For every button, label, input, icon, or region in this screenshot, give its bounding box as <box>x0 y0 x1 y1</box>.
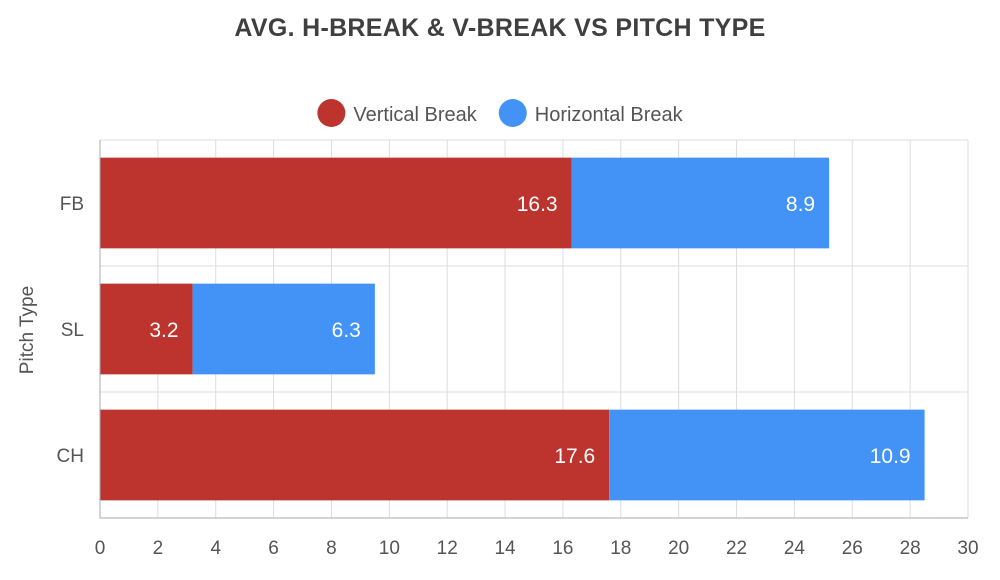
x-tick-label: 8 <box>326 538 337 559</box>
bar-segment-horizontal-break[interactable] <box>192 283 375 375</box>
y-axis-title: Pitch Type <box>17 286 38 374</box>
x-tick-label: 30 <box>957 538 978 559</box>
data-label: 6.3 <box>332 319 361 342</box>
x-tick-label: 6 <box>268 538 279 559</box>
x-tick-label: 26 <box>842 538 863 559</box>
x-tick-label: 16 <box>552 538 573 559</box>
bar-segment-horizontal-break[interactable] <box>571 157 830 249</box>
x-tick-label: 18 <box>610 538 631 559</box>
bars: 16.3 8.9 3.2 6.3 17.6 10.9 <box>100 157 925 501</box>
y-tick-label: SL <box>61 320 84 341</box>
bar-segment-vertical-break[interactable] <box>100 283 193 375</box>
x-tick-label: 0 <box>95 538 106 559</box>
x-tick-label: 22 <box>726 538 747 559</box>
legend-label: Vertical Break <box>353 104 477 126</box>
data-label: 3.2 <box>149 319 178 342</box>
y-tick-label: FB <box>60 194 84 215</box>
x-tick-label: 4 <box>210 538 221 559</box>
x-tick-label: 10 <box>379 538 400 559</box>
x-tick-label: 12 <box>437 538 458 559</box>
x-tick-label: 24 <box>784 538 806 559</box>
bar-segment-vertical-break[interactable] <box>100 409 610 501</box>
legend-marker-vertical-break[interactable] <box>317 99 346 127</box>
data-label: 8.9 <box>786 193 815 216</box>
legend-marker-horizontal-break[interactable] <box>498 99 527 127</box>
y-tick-label: CH <box>57 446 84 467</box>
data-label: 17.6 <box>554 445 595 468</box>
bar-segment-vertical-break[interactable] <box>100 157 572 249</box>
x-tick-label: 20 <box>668 538 689 559</box>
x-tick-label: 28 <box>900 538 921 559</box>
legend[interactable]: Vertical Break Horizontal Break <box>317 99 684 127</box>
x-tick-label: 2 <box>153 538 164 559</box>
data-label: 10.9 <box>870 445 911 468</box>
legend-label: Horizontal Break <box>535 104 684 126</box>
chart-title: AVG. H-BREAK & V-BREAK VS PITCH TYPE <box>234 14 766 42</box>
x-tick-label: 14 <box>494 538 516 559</box>
data-label: 16.3 <box>517 193 558 216</box>
bar-segment-horizontal-break[interactable] <box>609 409 925 501</box>
